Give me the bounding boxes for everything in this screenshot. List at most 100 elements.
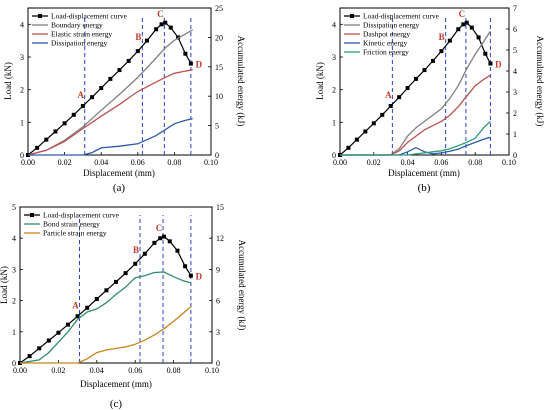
legend-label: Kinetic energy <box>363 39 407 48</box>
y2-tick-label: 5 <box>513 46 517 55</box>
panel-c: (c) Displacement (mm) Load (kN) Accumula… <box>0 203 247 410</box>
y-axis-label: Load (kN) <box>0 266 9 304</box>
data-point <box>188 273 193 278</box>
data-point <box>354 137 359 142</box>
marker-label-b: B <box>135 32 141 42</box>
y-tick-label: 3 <box>332 53 336 62</box>
y2-tick-label: 1 <box>513 130 517 139</box>
data-point <box>183 51 188 56</box>
x-tick-label: 0.10 <box>204 158 218 167</box>
y-tick-label: 4 <box>20 20 24 29</box>
panel-a: (a) Displacement (mm) Load (kN) Accumula… <box>3 4 246 194</box>
legend-label: Boundary energy <box>51 21 103 30</box>
legend-label: Dashpot energy <box>363 30 410 39</box>
y-tick-label: 0 <box>20 151 24 160</box>
series-elastic-strain-energy <box>27 69 193 156</box>
x-tick-label: 0.08 <box>468 158 482 167</box>
y-tick-label: 1 <box>20 118 24 127</box>
marker-label-c: C <box>157 9 164 19</box>
data-point <box>94 297 99 302</box>
y2-tick-label: 3 <box>513 88 517 97</box>
y2-tick-label: 6 <box>513 25 517 34</box>
y2-tick-label: 15 <box>215 63 223 72</box>
data-point <box>117 68 122 73</box>
data-point <box>456 27 461 32</box>
y2-tick-label: 25 <box>215 4 223 13</box>
x-tick-label: 0.04 <box>94 158 108 167</box>
y-tick-label: 0 <box>12 359 16 368</box>
data-point <box>388 104 393 108</box>
data-point <box>135 49 140 54</box>
panel-b: (b) Displacement (mm) Load (kN) Accumula… <box>315 4 545 194</box>
data-point <box>144 38 149 43</box>
plot-frame <box>19 206 213 364</box>
y-tick-label: 2 <box>20 86 24 95</box>
legend-label: Friction energy <box>363 48 409 57</box>
data-point <box>461 22 466 27</box>
legend-label: Dissipation energy <box>363 21 420 30</box>
legend-label: Bond strain energy <box>43 220 100 229</box>
data-point <box>66 322 70 327</box>
y-tick-label: 5 <box>12 203 16 212</box>
series-boundary-energy <box>27 29 194 156</box>
data-point <box>133 261 138 266</box>
y2-tick-label: 20 <box>215 33 223 42</box>
x-axis-label: Displacement (mm) <box>83 168 155 178</box>
y-tick-label: 0 <box>332 151 336 160</box>
x-tick-label: 0.06 <box>128 366 142 375</box>
data-point <box>488 61 493 66</box>
legend-marker <box>350 14 354 18</box>
x-tick-label: 0.08 <box>167 366 181 375</box>
data-point <box>414 76 419 81</box>
data-point <box>464 20 469 25</box>
x-tick-label: 0.06 <box>434 158 448 167</box>
data-point <box>80 104 85 108</box>
y-tick-label: 4 <box>12 234 16 243</box>
data-point <box>397 95 402 100</box>
x-tick-label: 0.08 <box>167 158 181 167</box>
y2-tick-label: 0 <box>215 151 219 160</box>
data-point <box>75 314 80 319</box>
y2-tick-label: 6 <box>216 297 220 306</box>
y-tick-label: 1 <box>12 328 16 337</box>
panel-label: (a) <box>113 182 126 194</box>
data-point <box>483 51 488 56</box>
data-point <box>37 346 42 351</box>
data-point <box>167 239 172 244</box>
y2-tick-label: 12 <box>216 234 224 243</box>
data-point <box>71 112 76 117</box>
data-point <box>159 22 164 27</box>
legend-marker <box>38 14 42 18</box>
data-point <box>53 129 58 134</box>
marker-label-a: A <box>385 90 392 100</box>
legend-label: Load-displacement curve <box>43 211 120 220</box>
series-bond-strain-energy <box>19 271 192 364</box>
data-point <box>168 25 173 30</box>
series-dissipation-energy <box>340 30 491 156</box>
data-point <box>447 38 452 43</box>
legend-label: Particle strain energy <box>43 229 107 238</box>
marker-label-c: C <box>459 9 466 19</box>
data-point <box>90 95 95 100</box>
data-point <box>35 145 40 150</box>
data-point <box>183 264 188 269</box>
data-point <box>85 305 90 310</box>
x-tick-label: 0.02 <box>367 158 381 167</box>
y2-tick-label: 0 <box>513 151 517 160</box>
x-axis-label: Displacement (mm) <box>388 168 460 178</box>
y-tick-label: 3 <box>12 265 16 274</box>
y-tick-label: 2 <box>332 86 336 95</box>
plot-frame <box>339 7 510 156</box>
y2-axis-label: Accumulated energy (kJ) <box>535 36 545 127</box>
y-tick-label: 3 <box>20 53 24 62</box>
legend-label: Elastic strain energy <box>51 30 112 39</box>
data-point <box>123 271 128 276</box>
data-point <box>104 288 109 293</box>
y-axis-label: Load (kN) <box>315 62 325 100</box>
data-point <box>430 58 435 63</box>
y2-tick-label: 9 <box>216 265 220 274</box>
series-dashpot-energy <box>340 74 491 156</box>
marker-label-d: D <box>495 60 502 70</box>
x-tick-label: 0.06 <box>131 158 145 167</box>
